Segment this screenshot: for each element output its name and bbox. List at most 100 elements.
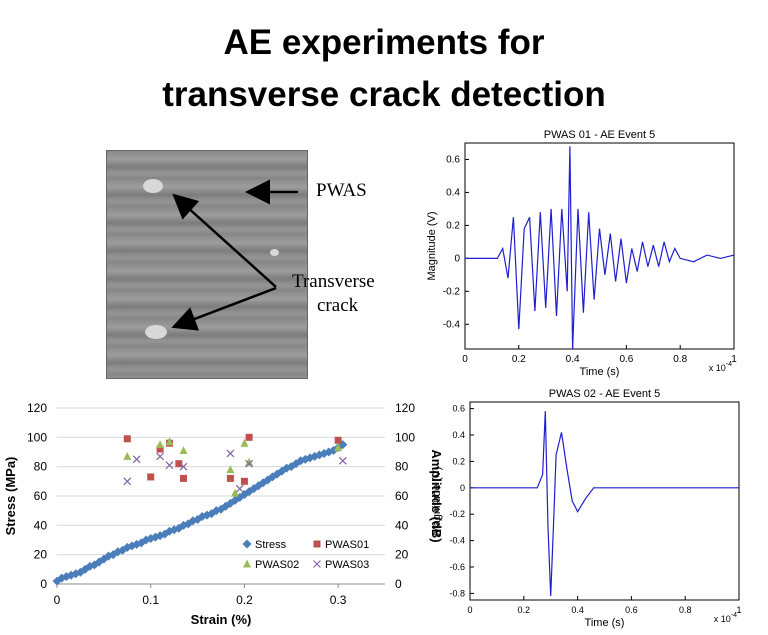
pwas01-point — [334, 436, 342, 444]
y-axis-label: Stress (MPa) — [3, 457, 18, 536]
pwas01-point — [156, 445, 164, 453]
x-axis-label: Time (s) — [585, 617, 625, 629]
legend-label-pwas03: PWAS03 — [325, 559, 369, 571]
waveform-line — [470, 411, 739, 597]
stress-point — [328, 446, 338, 456]
pwas03-point — [235, 484, 244, 493]
stress-point — [122, 542, 132, 552]
stress-point — [99, 554, 109, 564]
chart-title: PWAS 02 - AE Event 5 — [549, 388, 660, 400]
stress-point — [155, 531, 165, 541]
pwas01-point — [147, 473, 155, 481]
y-tick-label: 80 — [34, 460, 48, 474]
pwas01-point — [123, 435, 131, 443]
stress-point — [310, 451, 320, 461]
pwas03-point — [338, 456, 347, 465]
y-tick-label: 0.2 — [446, 220, 460, 231]
y-axis-label: Magnitude (V) — [426, 211, 438, 280]
stress-point — [150, 532, 160, 542]
chart-title: PWAS 01 - AE Event 5 — [544, 129, 655, 141]
x-tick-label: 0.6 — [625, 605, 638, 615]
pwas02-point — [245, 457, 254, 466]
y-tick-label: 20 — [34, 548, 48, 562]
y-tick-label: 40 — [34, 518, 48, 532]
y-tick-label: 0.4 — [452, 430, 465, 440]
crack-label-line1: Transverse — [292, 271, 375, 292]
y2-tick-label: 20 — [395, 548, 409, 562]
x-tick-label: 0.4 — [566, 354, 580, 365]
x-tick-label: 1 — [731, 354, 737, 365]
pwas02-point — [165, 437, 174, 446]
plot-frame — [469, 401, 740, 601]
pwas01-point — [240, 477, 248, 485]
stress-point — [202, 510, 212, 520]
y2-axis-label: Amplitude (dB) — [429, 449, 444, 542]
pwas-sensor-bottom — [145, 325, 167, 339]
pwas02-point — [226, 465, 235, 474]
y-tick-label: 0 — [454, 253, 460, 264]
y-tick-label: 0.4 — [446, 187, 460, 198]
legend-marker-pwas01 — [313, 540, 321, 548]
x-tick-label: 0.2 — [236, 593, 253, 607]
stress-point — [146, 534, 156, 544]
pwas02-point — [240, 438, 249, 447]
y-tick-label: -0.4 — [449, 536, 465, 546]
y-tick-label: 60 — [34, 489, 48, 503]
waveform-line — [465, 146, 735, 350]
pwas02-waveform-chart: PWAS 02 - AE Event 5 0 0.2 0.4 0.6 0.8 1 -0.8 -0… — [431, 388, 742, 629]
stress-point — [160, 529, 170, 539]
plot-frame — [464, 142, 735, 350]
y-tick-label: 0.6 — [446, 154, 460, 165]
legend-label-pwas02: PWAS02 — [255, 559, 299, 571]
y-tick-label: 0.6 — [452, 404, 465, 414]
y2-tick-label: 0 — [395, 577, 402, 591]
y-tick-label: -0.4 — [443, 319, 461, 330]
x-tick-label: 0.6 — [619, 354, 633, 365]
pwas-label: PWAS — [316, 180, 367, 201]
stress-point — [197, 512, 207, 522]
stress-point — [338, 440, 348, 450]
y-axis-label: Magnitude (V) — [431, 466, 443, 535]
x-tick-label: 0.8 — [673, 354, 687, 365]
y2-tick-label: 100 — [395, 430, 415, 444]
pwas01-point — [226, 474, 234, 482]
y2-tick-label: 120 — [395, 401, 415, 415]
y2-tick-label: 40 — [395, 518, 409, 532]
pwas02-point — [123, 451, 132, 460]
y-tick-label: 0 — [460, 483, 465, 493]
x-tick-label: 0.1 — [142, 593, 159, 607]
legend-marker-pwas03 — [313, 560, 321, 568]
pwas02-point — [231, 488, 240, 497]
stress-point — [286, 462, 296, 472]
pwas02-point — [179, 446, 188, 455]
y-tick-label: -0.2 — [449, 509, 465, 519]
stress-point — [239, 490, 249, 500]
pwas02-point — [156, 440, 165, 449]
y-tick-label: 0 — [40, 577, 47, 591]
pwas03-point — [165, 461, 174, 470]
legend-marker-stress — [242, 539, 252, 549]
stress-point — [277, 466, 287, 476]
y2-tick-label: 60 — [395, 489, 409, 503]
stress-point — [258, 478, 268, 488]
pwas03-point — [156, 452, 165, 461]
pwas01-point — [245, 433, 253, 441]
pwas03-point — [245, 459, 254, 468]
stress-point — [52, 576, 62, 586]
x-multiplier-exponent: -4 — [731, 612, 737, 619]
y-tick-label: 0.2 — [452, 456, 465, 466]
slide-title-line1: AE experiments for — [223, 23, 545, 62]
x-multiplier-label: x 10-4 — [709, 361, 732, 373]
stress-point — [104, 551, 114, 561]
crack-label-line2: crack — [317, 295, 359, 316]
x-axis-label: Time (s) — [580, 366, 620, 378]
x-tick-label: 0 — [467, 605, 472, 615]
stress-point — [179, 520, 189, 530]
specimen-photo — [106, 150, 308, 379]
stress-point — [296, 456, 306, 466]
stress-point — [221, 501, 231, 511]
legend-marker-pwas02 — [243, 559, 251, 568]
y2-tick-label: 80 — [395, 460, 409, 474]
y-tick-label: 100 — [27, 430, 47, 444]
